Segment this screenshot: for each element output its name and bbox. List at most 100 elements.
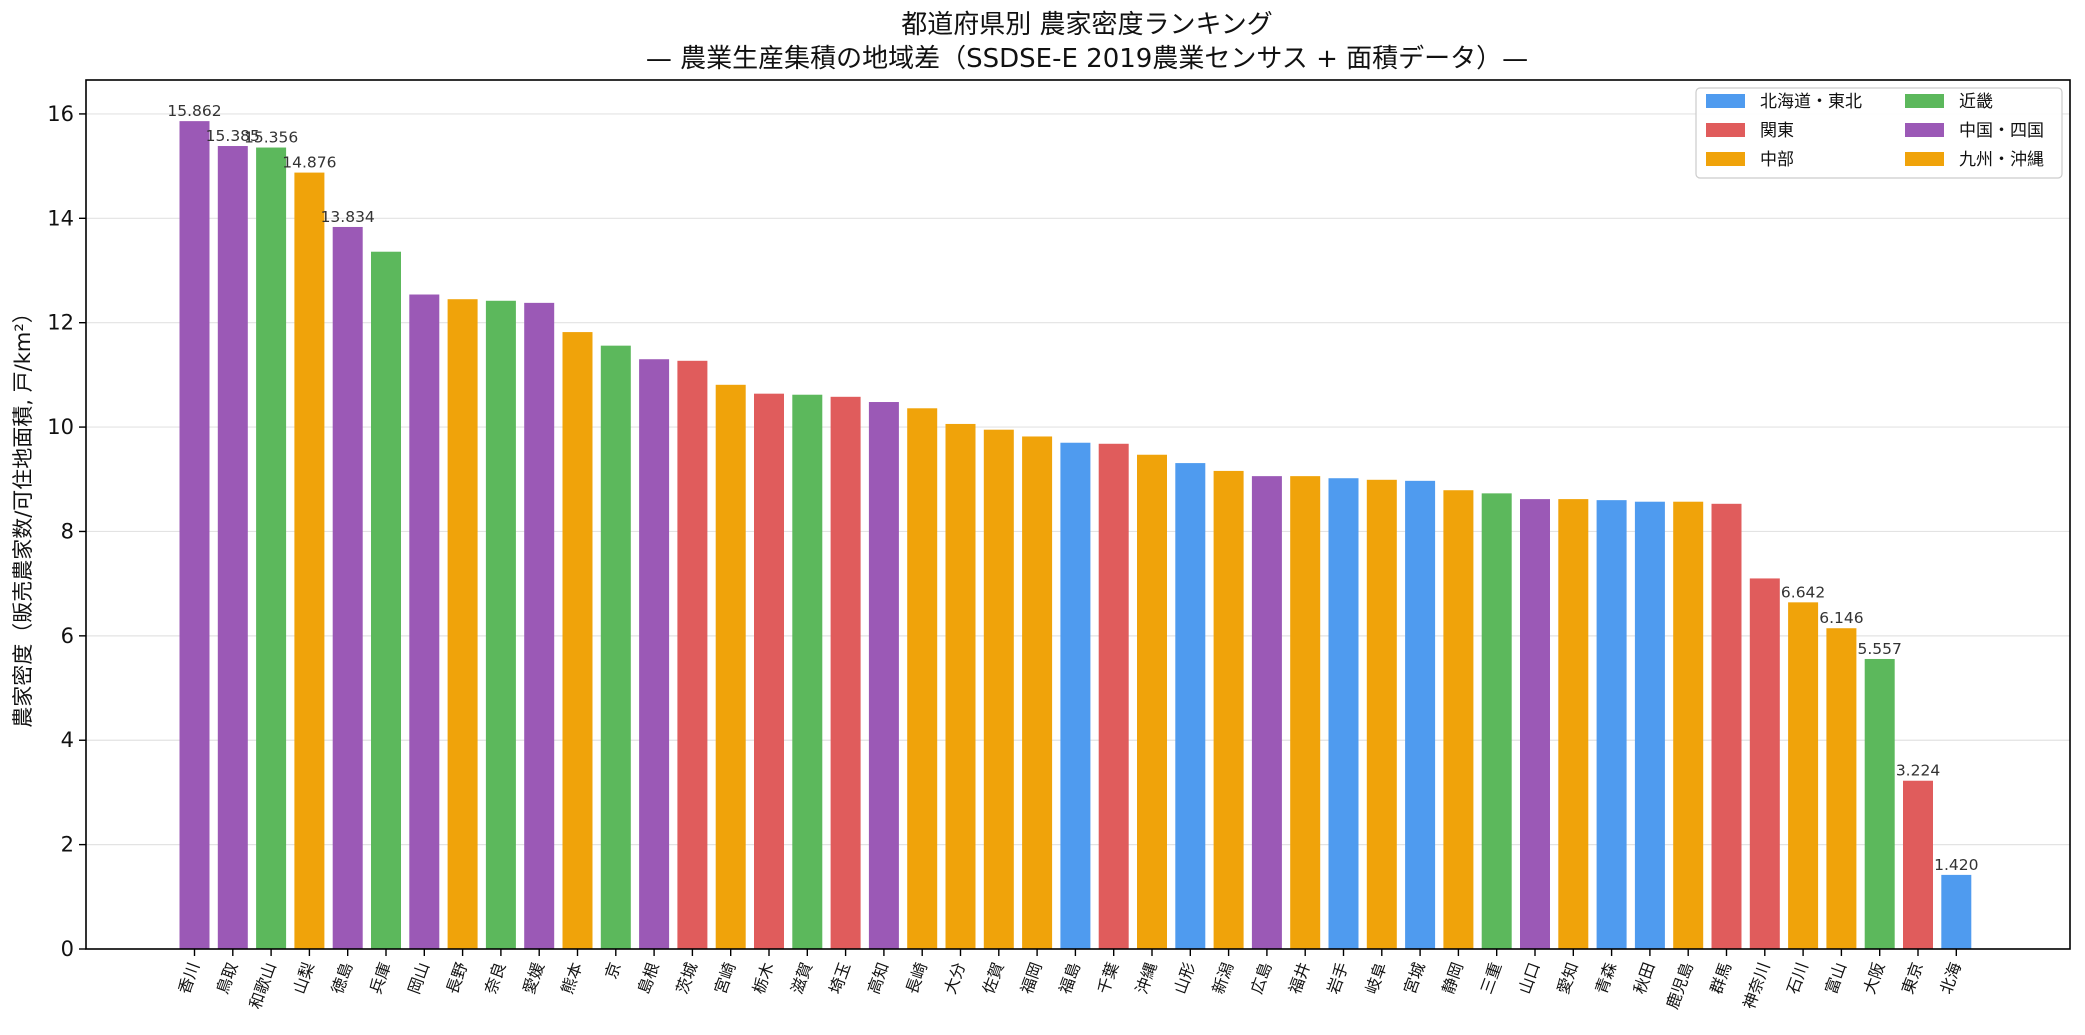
x-tick-label: 福井 (1285, 960, 1314, 997)
bar (945, 423, 976, 949)
x-tick-label: 富山 (1821, 960, 1850, 997)
bar (332, 226, 363, 950)
x-tick-label: 鳥取 (213, 960, 242, 997)
x-tick-label: 愛媛 (519, 960, 548, 997)
x-tick-label: 山口 (1515, 960, 1544, 997)
x-tick-label: 滋賀 (787, 960, 816, 997)
bar (1060, 442, 1091, 949)
bar (217, 146, 248, 949)
data-label: 15.862 (167, 102, 221, 120)
x-tick-label: 千葉 (1094, 960, 1123, 997)
bar (1749, 578, 1780, 949)
x-tick-label: 石川 (1783, 960, 1812, 997)
data-label: 5.557 (1858, 640, 1902, 658)
x-tick-label: 青森 (1592, 960, 1621, 997)
data-label: 6.642 (1781, 583, 1825, 601)
bar (256, 147, 287, 950)
bar (409, 294, 440, 950)
x-tick-label: 静岡 (1438, 960, 1467, 997)
y-axis: 0 2 4 6 8 10 12 14 16 (47, 102, 86, 961)
x-tick-label: 佐賀 (979, 960, 1008, 997)
bar (1558, 499, 1589, 949)
bar (907, 408, 938, 949)
y-tick-label: 4 (61, 728, 74, 752)
legend-swatch (1706, 94, 1745, 108)
y-tick-label: 6 (61, 624, 74, 648)
x-tick-label: 岡山 (404, 960, 433, 997)
bar (1788, 602, 1819, 949)
x-tick-label: 群馬 (1706, 960, 1735, 997)
x-tick-label: 福島 (1055, 960, 1084, 997)
y-axis-label: 農家密度（販売農家数/可住地面積, 戸/km²） (11, 302, 35, 728)
x-tick-label: 和歌山 (246, 960, 280, 1012)
bar (1022, 436, 1053, 950)
bar (1251, 476, 1282, 949)
x-tick-label: 北海 (1936, 960, 1965, 997)
bar (1366, 479, 1397, 949)
x-tick-label: 大分 (940, 960, 969, 997)
y-tick-label: 16 (47, 102, 74, 126)
x-tick-label: 福岡 (1017, 960, 1046, 997)
y-tick-label: 12 (47, 311, 74, 335)
data-label: 15.385 (206, 127, 260, 145)
bar (600, 345, 631, 949)
legend-label: 関東 (1760, 121, 1794, 141)
x-tick-label: 兵庫 (366, 960, 395, 997)
bar (294, 172, 325, 950)
x-tick-label: 熊本 (557, 960, 586, 997)
bar (1137, 454, 1167, 949)
x-tick-label: 香川 (174, 960, 203, 997)
x-axis: 香川 鳥取 和歌山 山梨 徳島 兵庫 岡山 長野 奈良 愛媛 熊本京島根 茨城 宮崎 栃木 滋賀 埼玉 高知 長崎… (174, 949, 1965, 1011)
x-tick-label: 岐阜 (1362, 960, 1391, 997)
bar (868, 402, 899, 949)
bar (983, 429, 1014, 949)
bar (1328, 478, 1359, 949)
y-tick-label: 8 (61, 519, 74, 543)
x-tick-label: 埼玉 (826, 960, 855, 997)
bar (1520, 499, 1550, 949)
x-tick-label: 沖縄 (1132, 960, 1161, 997)
legend-label: 中部 (1760, 150, 1794, 170)
legend-label: 近畿 (1959, 92, 1993, 112)
x-tick-label: 神奈川 (1739, 960, 1773, 1012)
bar (1098, 443, 1129, 949)
bars (179, 121, 1972, 950)
bar (1443, 490, 1474, 949)
bar (792, 394, 823, 949)
data-label: 1.420 (1934, 856, 1978, 874)
x-tick-label: 奈良 (481, 960, 510, 997)
x-tick-label: 島根 (634, 960, 663, 997)
legend-swatch (1905, 152, 1944, 166)
bar (1596, 500, 1627, 949)
legend-swatch (1905, 94, 1944, 108)
x-tick-label: 山形 (1170, 960, 1199, 997)
bar (715, 384, 746, 950)
y-tick-label: 0 (61, 937, 74, 961)
chart-title: 都道府県別 農家密度ランキング (901, 10, 1273, 40)
bar (1903, 780, 1933, 949)
x-tick-label: 三重 (1477, 960, 1506, 997)
bar (639, 359, 670, 949)
y-tick-label: 14 (47, 206, 74, 230)
x-tick-label: 鹿児島 (1663, 960, 1697, 1012)
bar (1634, 501, 1665, 949)
bar (371, 251, 401, 950)
legend-swatch (1905, 123, 1944, 137)
bar (1711, 503, 1742, 949)
plot-frame (85, 79, 2071, 950)
bar (1673, 501, 1704, 949)
bar (485, 300, 516, 950)
x-tick-label: 徳島 (328, 960, 357, 997)
bar (447, 299, 478, 949)
legend-swatch (1706, 123, 1745, 137)
bar (1941, 874, 1972, 949)
legend-label: 中国・四国 (1959, 121, 2044, 141)
data-label: 14.876 (282, 154, 336, 172)
x-tick-label: 愛知 (1553, 960, 1582, 997)
bar (677, 360, 708, 949)
x-tick-label: 秋田 (1630, 960, 1659, 997)
x-tick-label: 高知 (864, 960, 893, 997)
x-tick-label: 宮城 (1400, 960, 1429, 997)
